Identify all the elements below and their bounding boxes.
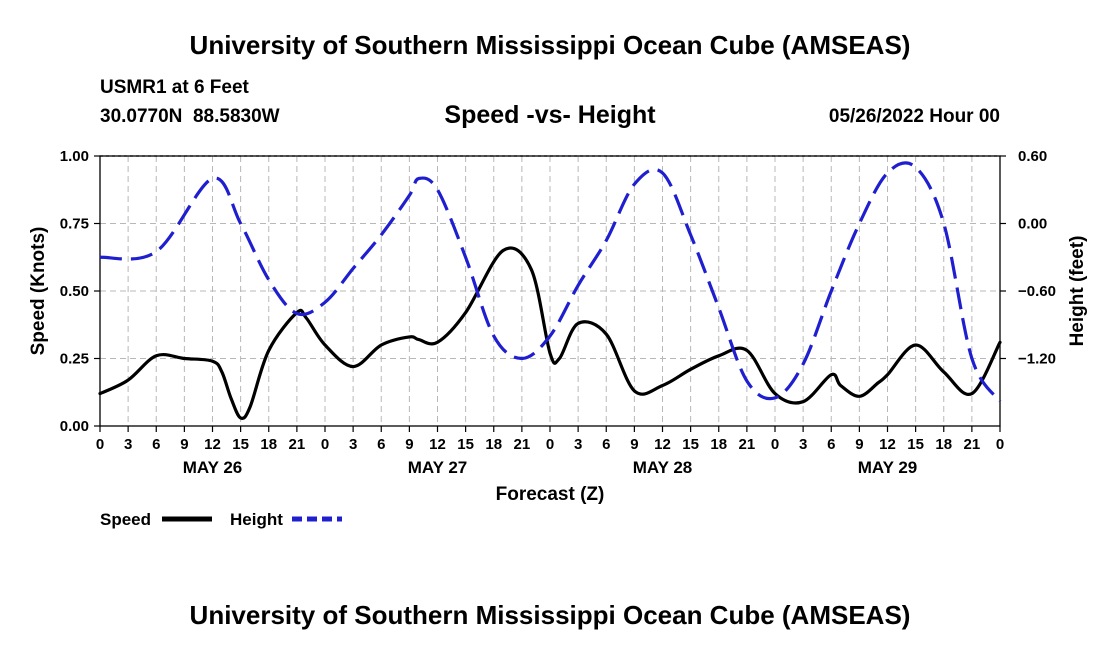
x-tick-label: 21 [514,436,531,453]
page-title: University of Southern Mississippi Ocean… [189,30,911,60]
y2-tick-label: −0.60 [1018,283,1056,300]
x-tick-label: 0 [321,436,329,453]
x-tick-label: 21 [739,436,756,453]
x-tick-label: 0 [546,436,554,453]
x-tick-label: 21 [964,436,981,453]
station-coords: 30.0770N 88.5830W [100,106,280,127]
forecast-datetime: 05/26/2022 Hour 00 [828,106,1000,127]
x-tick-label: 9 [855,436,863,453]
x-tick-label: 3 [799,436,807,453]
y2-tick-label: 0.60 [1018,148,1047,165]
x-tick-label: 6 [827,436,835,453]
x-tick-label: 3 [349,436,357,453]
day-label: MAY 26 [183,458,243,477]
x-tick-label: 6 [602,436,610,453]
x-tick-label: 15 [682,436,699,453]
x-axis-label: Forecast (Z) [496,484,605,505]
y-tick-label: 0.25 [60,351,89,368]
x-tick-label: 12 [879,436,896,453]
x-tick-label: 15 [457,436,474,453]
footer-title: University of Southern Mississippi Ocean… [189,600,911,630]
y-axis-label: Speed (Knots) [28,227,49,356]
y2-tick-label: 0.00 [1018,216,1047,233]
station-name: USMR1 at 6 Feet [100,77,249,98]
x-tick-label: 6 [377,436,385,453]
x-tick-label: 3 [124,436,132,453]
series-speed-line [98,246,1002,420]
legend: Speed Height [100,510,342,529]
day-label: MAY 29 [858,458,918,477]
series-height-line [99,161,1002,403]
x-tick-label: 9 [405,436,413,453]
x-tick-label: 15 [907,436,924,453]
x-tick-label: 12 [429,436,446,453]
x-tick-label: 0 [771,436,779,453]
day-label: MAY 28 [633,458,693,477]
chart-title: Speed -vs- Height [444,101,656,129]
day-label: MAY 27 [408,458,468,477]
x-tick-label: 18 [485,436,502,453]
legend-height-label: Height [230,510,283,529]
x-tick-label: 18 [260,436,277,453]
x-tick-label: 18 [710,436,727,453]
x-tick-label: 0 [96,436,104,453]
y2-axis-label: Height (feet) [1067,236,1088,347]
x-tick-label: 6 [152,436,160,453]
y2-tick-label: −1.20 [1018,351,1056,368]
x-tick-label: 9 [180,436,188,453]
y-tick-label: 1.00 [60,148,89,165]
x-tick-label: 0 [996,436,1004,453]
x-tick-label: 18 [935,436,952,453]
y-tick-label: 0.00 [60,418,89,435]
x-tick-label: 21 [289,436,306,453]
y-tick-label: 0.75 [60,216,89,233]
axis-ticks: 0 3 6 9 12 15 18 21 0 3 6 9 12 15 18 21 0 3 6 9 12 15 18 21 0 3 6 9… [60,148,1056,477]
x-tick-label: 12 [654,436,671,453]
y-tick-label: 0.50 [60,283,89,300]
x-tick-label: 12 [204,436,221,453]
x-tick-label: 9 [630,436,638,453]
legend-speed-label: Speed [100,510,151,529]
grid [100,155,1000,426]
x-tick-label: 3 [574,436,582,453]
series [98,161,1002,420]
x-tick-label: 15 [232,436,249,453]
